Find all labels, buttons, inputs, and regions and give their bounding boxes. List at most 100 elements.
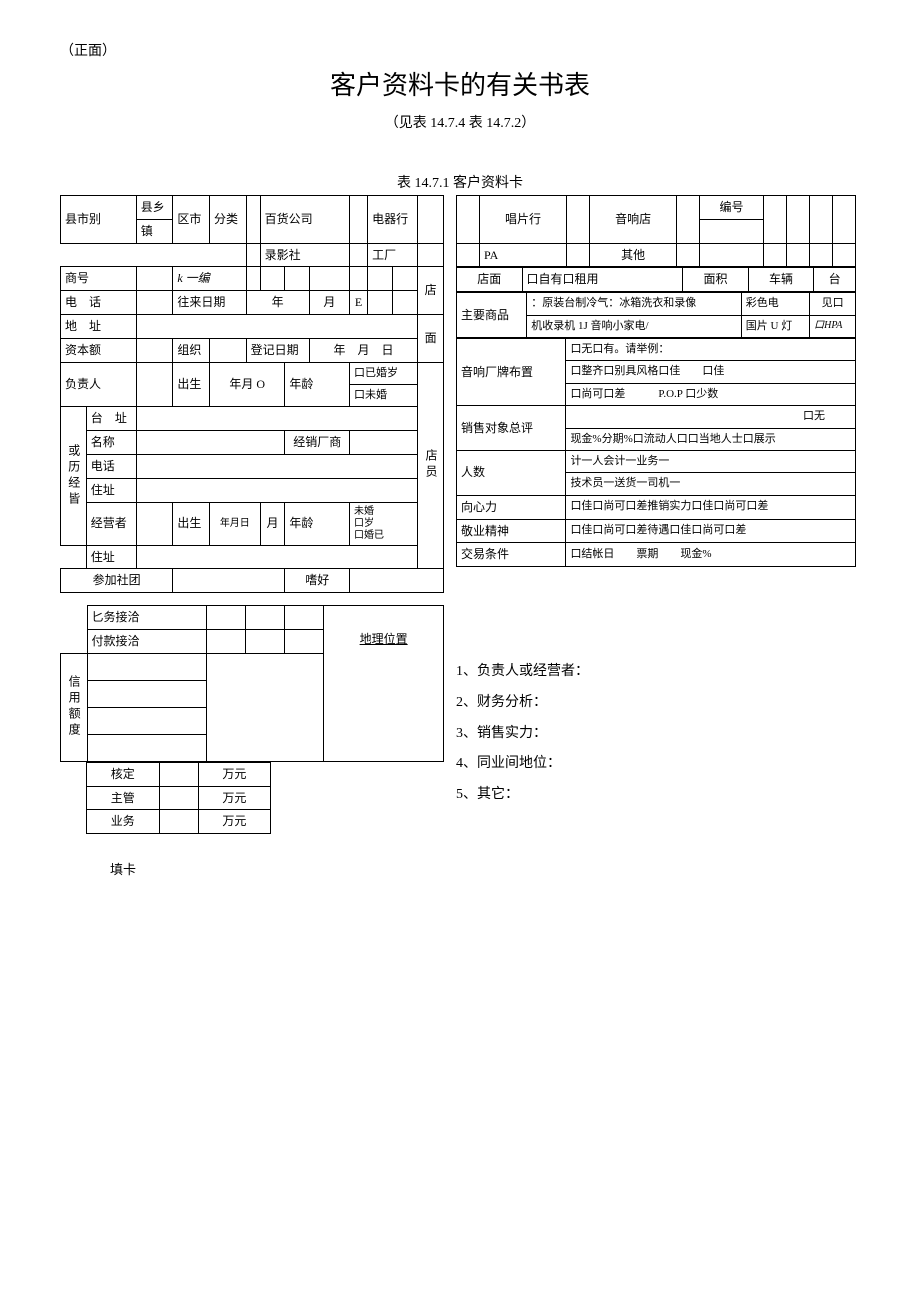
sales-line2: 现金%分期%口流动人口口当地人士口展示 [566, 428, 856, 450]
hpa: 口HPA [810, 315, 856, 337]
rt-b15 [833, 243, 856, 267]
layout-line1: 口无口有。请举例： [566, 338, 856, 360]
page-marker: （正面） [60, 40, 860, 60]
responsible: 负责人 [61, 362, 137, 407]
date-blank2 [393, 291, 418, 315]
district-city: 区市 [173, 196, 210, 244]
audio-store: 音响店 [590, 196, 677, 244]
ca-pad3 [60, 810, 87, 834]
credit-amount-table: 核定 万元 主管 万元 业务 万元 [60, 762, 271, 834]
brand-layout: 音响厂牌布置 [457, 338, 566, 405]
hobby-blank [350, 569, 444, 593]
biz-blank [159, 810, 198, 834]
rt-b3 [677, 196, 700, 244]
products-line2: 机收录机 1J 音响小家电/ [527, 315, 742, 337]
shop-b3 [260, 267, 285, 291]
rt-b7 [833, 196, 856, 244]
rt-b11 [700, 243, 764, 267]
list-1: 1、负责人或经营者： [456, 657, 856, 688]
ca-pad [60, 762, 87, 786]
or-history: 或历经皆 [61, 407, 87, 545]
cohesion-line: 口佳口尚可口差推销实力口佳口尚可口差 [566, 495, 856, 519]
married-age: 口已婚岁 [350, 362, 418, 384]
left-table: 县市别 县乡 区市 分类 百货公司 电器行 镇 录影社 工厂 [60, 195, 444, 593]
org-blank [209, 338, 246, 362]
rt-b8 [457, 243, 480, 267]
phone2: 电话 [86, 454, 136, 478]
set: 台 [814, 268, 856, 292]
form-container: 县市别 县乡 区市 分类 百货公司 电器行 镇 录影社 工厂 [60, 195, 860, 878]
pay-b2 [246, 629, 285, 653]
phone2-blank [136, 454, 417, 478]
credit-b2 [87, 680, 207, 707]
name-label: 名称 [86, 431, 136, 455]
birth: 出生 [173, 362, 210, 407]
table-caption: 表 14.7.1 客户资料卡 [60, 172, 860, 192]
residence: 住址 [86, 478, 136, 502]
blank1 [246, 196, 260, 244]
month: 月 [309, 291, 349, 315]
residence2-blank [136, 545, 417, 569]
visit-date: 往来日期 [173, 291, 246, 315]
people-count: 人数 [457, 450, 566, 495]
rt-b14 [810, 243, 833, 267]
layout-line2: 口整齐口别具风格口佳 口佳 [566, 361, 856, 383]
other: 其他 [590, 243, 677, 267]
e-mark: E [350, 291, 368, 315]
age2: 年龄 [285, 502, 350, 545]
people-line2: 技术员一送货一司机一 [566, 473, 856, 495]
shop-b4 [285, 267, 309, 291]
capital: 资本额 [61, 338, 137, 362]
list-2: 2、财务分析： [456, 688, 856, 719]
left-column: 县市别 县乡 区市 分类 百货公司 电器行 镇 录影社 工厂 [60, 195, 444, 878]
phone-blank [136, 291, 173, 315]
org: 组织 [173, 338, 210, 362]
wanyuan2: 万元 [198, 786, 271, 810]
cohesion: 向心力 [457, 495, 566, 519]
sales-line1: 口无 [566, 406, 856, 428]
factory: 工厂 [368, 243, 418, 267]
blank2 [350, 196, 368, 244]
birth2: 出生 [173, 502, 210, 545]
sup-blank [159, 786, 198, 810]
shop-b7 [368, 267, 393, 291]
rt-b5 [787, 196, 810, 244]
tai-blank [136, 407, 417, 431]
jian: 见口 [810, 293, 856, 315]
terms: 交易条件 [457, 543, 566, 567]
vehicle: 车辆 [748, 268, 814, 292]
pay-b1 [207, 629, 246, 653]
taibei2-pad [61, 545, 87, 569]
list-3: 3、销售实力： [456, 719, 856, 750]
dealer-blank [350, 431, 418, 455]
area: 面积 [683, 268, 749, 292]
town: 镇 [136, 219, 173, 243]
credit-b1 [87, 653, 207, 680]
rt-b13 [787, 243, 810, 267]
cap-blank [136, 338, 173, 362]
left-bottom-table: 匕务接洽 地理位置 付款接洽 信用额度 [60, 605, 444, 762]
right-list: 1、负责人或经营者： 2、财务分析： 3、销售实力： 4、同业间地位： 5、其它… [456, 657, 856, 811]
wanyuan3: 万元 [198, 810, 271, 834]
blank-row1b [246, 243, 260, 267]
rt-b2 [567, 196, 590, 244]
storefront: 店面 [457, 268, 523, 292]
year: 年 [246, 291, 309, 315]
ym-o: 年月 O [209, 362, 284, 407]
credit-b4 [87, 734, 207, 761]
face-char: 面 [418, 314, 444, 362]
business: 业务 [87, 810, 160, 834]
shop-b8 [393, 267, 418, 291]
wanyuan1: 万元 [198, 762, 271, 786]
right-eval-table: 音响厂牌布置 口无口有。请举例： 口整齐口别具风格口佳 口佳 口尚可口差 P.O… [456, 338, 856, 567]
approved-blank [159, 762, 198, 786]
taipei-label: 台 址 [86, 407, 136, 431]
shop-b5 [309, 267, 349, 291]
sub-title: （见表 14.7.4 表 14.7.2） [60, 112, 860, 132]
right-top-table: 唱片行 音响店 编号 PA 其他 [456, 195, 856, 267]
blank-row1a [61, 243, 247, 267]
people-line1: 计一人会计一业务一 [566, 450, 856, 472]
married-check2: 未婚口岁口婚已 [350, 502, 418, 545]
county-township: 县乡 [136, 196, 173, 220]
reg-date: 登记日期 [246, 338, 309, 362]
